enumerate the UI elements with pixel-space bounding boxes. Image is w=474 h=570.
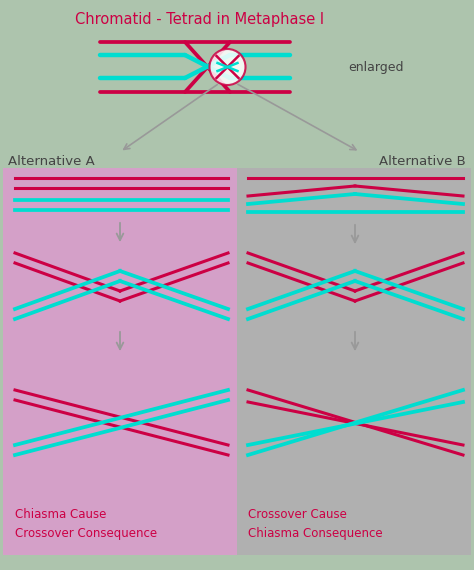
Text: Crossover Cause
Chiasma Consequence: Crossover Cause Chiasma Consequence xyxy=(248,508,383,540)
Circle shape xyxy=(210,49,246,85)
Text: enlarged: enlarged xyxy=(348,62,403,75)
Text: Alternative A: Alternative A xyxy=(8,155,95,168)
Text: Chromatid - Tetrad in Metaphase I: Chromatid - Tetrad in Metaphase I xyxy=(75,12,325,27)
Bar xyxy=(3,168,237,555)
Text: Chiasma Cause
Crossover Consequence: Chiasma Cause Crossover Consequence xyxy=(15,508,157,540)
Text: Alternative B: Alternative B xyxy=(379,155,466,168)
Bar xyxy=(237,168,471,555)
